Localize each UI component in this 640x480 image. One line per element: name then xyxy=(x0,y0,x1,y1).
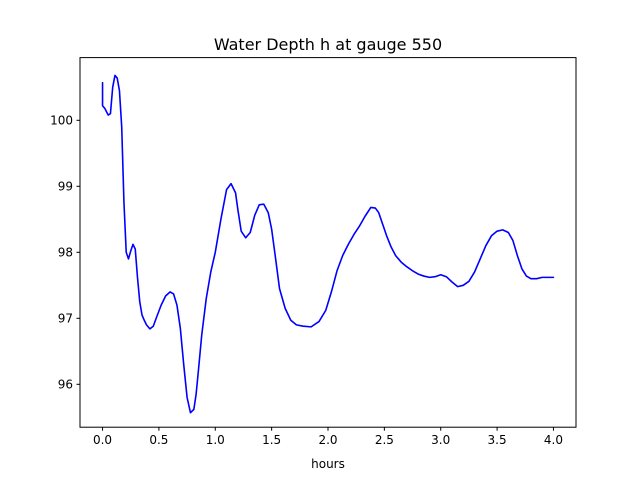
x-axis-label: hours xyxy=(311,457,345,471)
y-tick-label: 100 xyxy=(50,114,73,128)
chart-title: Water Depth h at gauge 550 xyxy=(214,35,442,54)
x-tick-label: 0.0 xyxy=(93,433,112,447)
y-tick-label: 96 xyxy=(58,378,73,392)
x-tick-label: 2.5 xyxy=(375,433,394,447)
series-line xyxy=(101,74,555,414)
x-tick-label: 0.5 xyxy=(149,433,168,447)
y-tick-label: 98 xyxy=(58,246,73,260)
x-tick-label: 4.0 xyxy=(544,433,563,447)
x-tick-label: 3.0 xyxy=(431,433,450,447)
x-tick-label: 1.5 xyxy=(262,433,281,447)
y-axis-ticks: 96 97 98 99 100 xyxy=(50,114,80,392)
x-tick-label: 2.0 xyxy=(318,433,337,447)
x-tick-label: 3.5 xyxy=(488,433,507,447)
y-tick-label: 99 xyxy=(58,180,73,194)
x-axis-ticks: 0.0 0.5 1.0 1.5 2.0 2.5 3.0 3.5 4.0 xyxy=(93,427,563,447)
plot-frame xyxy=(79,57,577,428)
x-tick-label: 1.0 xyxy=(206,433,225,447)
y-tick-label: 97 xyxy=(58,312,73,326)
